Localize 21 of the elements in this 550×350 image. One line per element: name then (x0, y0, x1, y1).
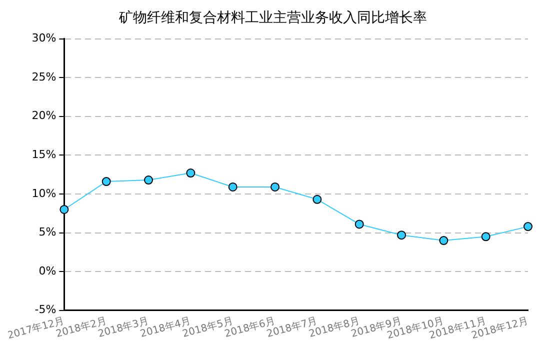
point (312, 194, 322, 204)
y-tick-label: 25% (32, 70, 56, 84)
y-tick-label: 0% (38, 264, 56, 278)
chart-title: 矿物纤维和复合材料工业主营业务收入同比增长率 (118, 10, 427, 26)
y-tick-label: 10% (32, 186, 56, 200)
y-tick-label: 5% (38, 226, 56, 239)
point (60, 204, 69, 214)
point (397, 230, 406, 240)
point (144, 176, 154, 185)
point (524, 222, 532, 232)
point (270, 182, 280, 192)
point (228, 182, 238, 192)
y-tick-label: 15% (32, 148, 56, 162)
point (481, 232, 490, 242)
y-tick-label: -5% (34, 303, 56, 316)
y-tick-label: 30% (32, 32, 56, 45)
point (354, 220, 364, 229)
point (439, 236, 448, 246)
point (102, 177, 111, 186)
point (186, 168, 196, 178)
y-tick-label: 20% (32, 109, 56, 122)
